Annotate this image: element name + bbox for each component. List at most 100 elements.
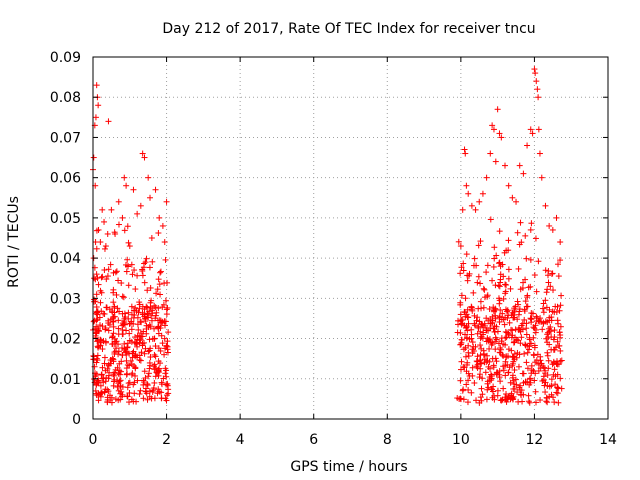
data-point: [110, 378, 117, 385]
data-point: [547, 283, 554, 290]
data-point: [500, 363, 507, 370]
data-point: [90, 318, 97, 325]
y-tick-label: 0.02: [50, 332, 81, 348]
data-point: [110, 289, 117, 296]
data-point: [129, 271, 136, 278]
data-point: [554, 390, 561, 397]
data-point: [116, 367, 123, 374]
data-point: [464, 277, 471, 284]
data-point: [527, 375, 534, 382]
data-point: [522, 298, 529, 305]
data-point: [491, 328, 498, 335]
data-point: [93, 227, 100, 234]
data-point: [470, 343, 477, 350]
data-point: [462, 344, 469, 351]
data-point: [534, 86, 541, 93]
data-point: [159, 304, 166, 311]
data-point: [473, 397, 480, 404]
data-point: [146, 264, 153, 271]
data-point: [463, 381, 470, 388]
data-point: [146, 347, 153, 354]
data-point: [98, 389, 105, 396]
data-point: [477, 280, 484, 287]
data-point: [531, 344, 538, 351]
data-point: [505, 275, 512, 282]
data-point: [94, 338, 101, 345]
data-point: [469, 339, 476, 346]
data-point: [161, 335, 168, 342]
data-point: [531, 377, 538, 384]
data-point: [118, 280, 125, 287]
data-point: [505, 266, 512, 273]
data-point: [460, 267, 467, 274]
data-point: [465, 190, 472, 197]
data-point: [147, 284, 154, 291]
data-point: [499, 310, 506, 317]
data-point: [462, 295, 469, 302]
data-point: [102, 339, 109, 346]
data-point: [513, 198, 520, 205]
data-point: [557, 302, 564, 309]
data-point: [458, 358, 465, 365]
data-point: [510, 314, 517, 321]
data-point: [158, 379, 165, 386]
data-point: [161, 351, 168, 358]
data-point: [548, 376, 555, 383]
data-point: [554, 261, 561, 268]
data-point: [487, 320, 494, 327]
data-point: [552, 303, 559, 310]
data-point: [113, 345, 120, 352]
data-point: [487, 150, 494, 157]
data-point: [113, 291, 120, 298]
data-point: [152, 315, 159, 322]
data-point: [518, 387, 525, 394]
plot-frame: [92, 56, 609, 420]
x-tick-label: 12: [526, 432, 544, 448]
data-point: [543, 289, 550, 296]
data-point: [482, 369, 489, 376]
data-point: [509, 354, 516, 361]
data-point: [110, 269, 117, 276]
data-point: [497, 349, 504, 356]
data-point: [466, 336, 473, 343]
data-point: [480, 285, 487, 292]
data-point: [111, 229, 118, 236]
data-point: [521, 316, 528, 323]
data-point: [145, 348, 152, 355]
data-point: [156, 281, 163, 288]
data-point: [95, 281, 102, 288]
data-point: [120, 321, 127, 328]
data-point: [119, 352, 126, 359]
data-point: [533, 78, 540, 85]
data-point: [535, 94, 542, 101]
data-point: [455, 238, 462, 245]
data-point: [92, 372, 99, 379]
data-point: [129, 370, 136, 377]
data-point: [106, 369, 113, 376]
data-point: [146, 365, 153, 372]
data-point: [161, 322, 168, 329]
data-point: [97, 382, 104, 389]
data-point: [146, 393, 153, 400]
data-point: [483, 269, 490, 276]
data-point: [553, 389, 560, 396]
data-point: [528, 340, 535, 347]
data-point: [155, 368, 162, 375]
data-point: [159, 222, 166, 229]
data-point: [472, 206, 479, 213]
data-point: [507, 285, 514, 292]
data-point: [510, 395, 517, 402]
data-point: [486, 336, 493, 343]
data-point: [555, 361, 562, 368]
data-point: [457, 243, 464, 250]
data-point: [534, 315, 541, 322]
data-point: [490, 304, 497, 311]
data-point: [541, 364, 548, 371]
data-point: [454, 395, 461, 402]
data-point: [158, 395, 165, 402]
data-point: [557, 375, 564, 382]
data-point: [463, 251, 470, 258]
data-point: [128, 261, 135, 268]
data-point: [151, 302, 158, 309]
data-point: [131, 390, 138, 397]
